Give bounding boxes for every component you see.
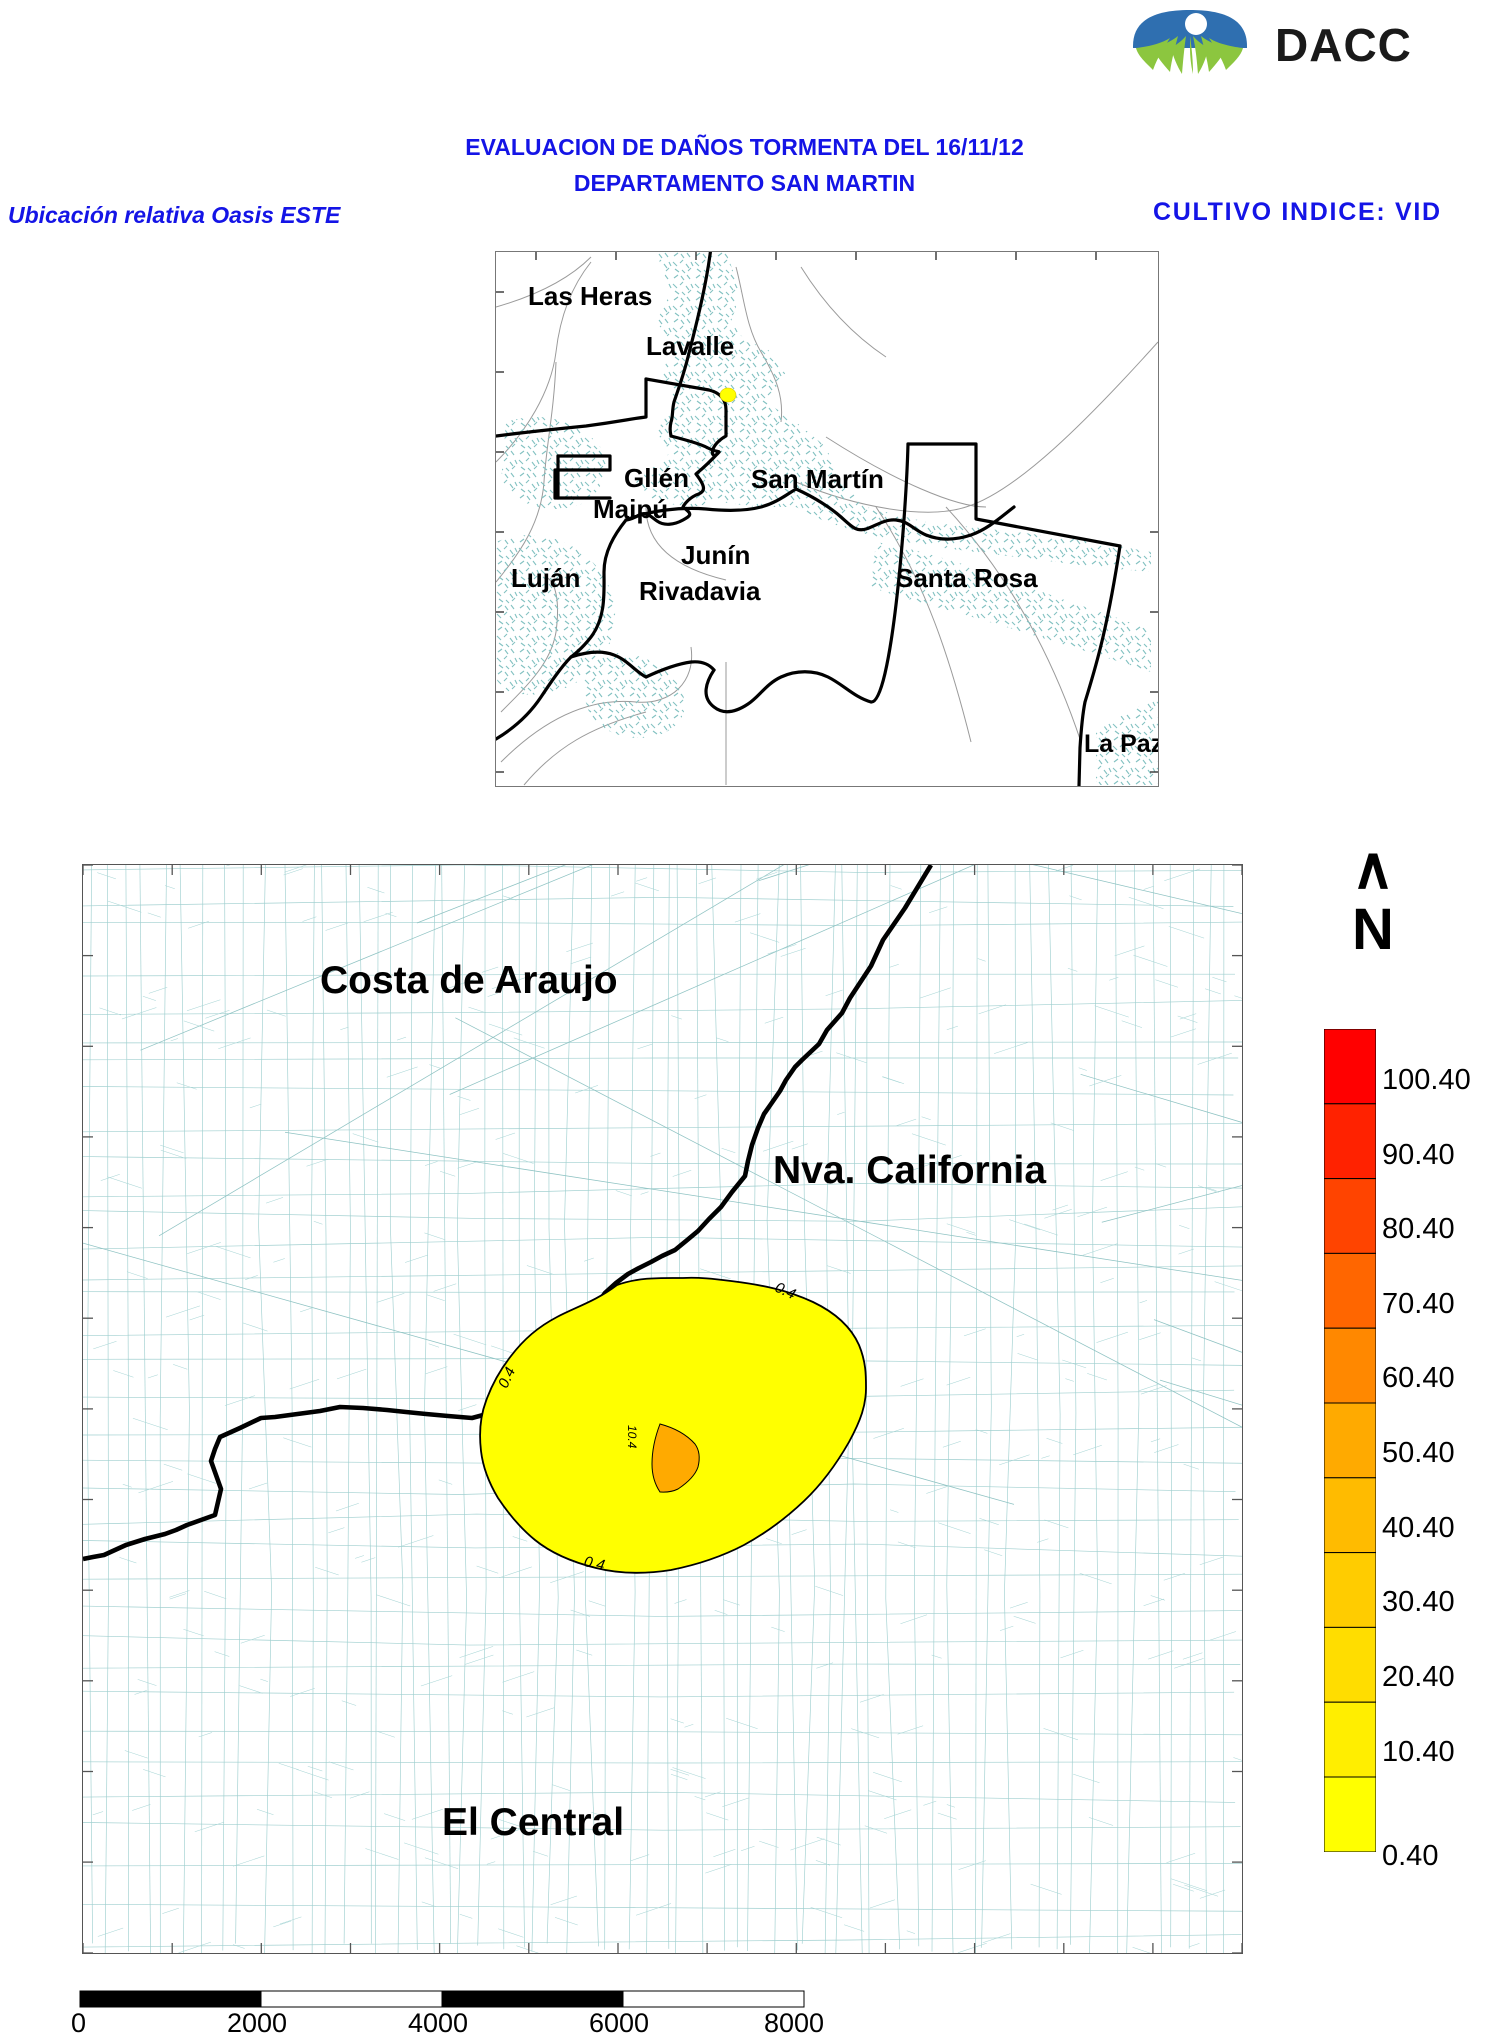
svg-text:Rivadavia: Rivadavia [639,576,761,606]
svg-text:6000: 6000 [589,2008,649,2038]
svg-text:Maipú: Maipú [593,494,668,524]
svg-text:4000: 4000 [408,2008,468,2038]
svg-text:La Paz: La Paz [1084,730,1158,758]
svg-text:Nva. California: Nva. California [773,1149,1046,1192]
svg-text:8000: 8000 [764,2008,824,2038]
svg-text:0.4: 0.4 [582,1553,606,1574]
svg-text:Lavalle: Lavalle [646,331,734,361]
svg-text:Gllén: Gllén [624,463,689,493]
svg-text:0: 0 [71,2008,86,2038]
svg-text:Las Heras: Las Heras [528,281,652,311]
svg-text:2000: 2000 [227,2008,287,2038]
svg-text:El Central: El Central [442,1801,624,1844]
svg-text:Junín: Junín [681,540,750,570]
svg-text:Costa de Araujo: Costa de Araujo [320,959,618,1002]
svg-text:San Martín: San Martín [751,464,884,494]
svg-text:Luján: Luján [511,563,580,593]
svg-text:Santa Rosa: Santa Rosa [896,563,1038,593]
svg-text:10.4: 10.4 [625,1425,639,1449]
